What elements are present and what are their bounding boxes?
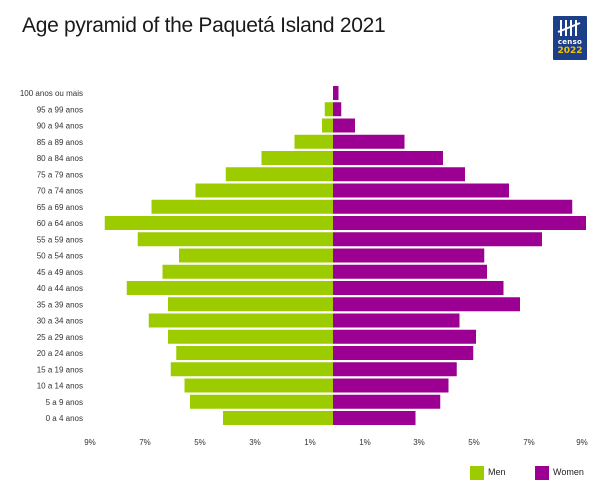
bar-men-60-a-64-anos: [104, 216, 333, 230]
bar-men-5-a-9-anos: [190, 394, 333, 409]
bar-women-0-a-4-anos: [333, 411, 416, 425]
bar-men-55-a-59-anos: [137, 232, 333, 247]
legend-label-men: Men: [488, 467, 506, 477]
bar-women-70-a-74-anos: [333, 183, 509, 198]
bar-women-60-a-64-anos: [333, 216, 586, 230]
age-label-20-a-24-anos: 20 a 24 anos: [37, 349, 83, 358]
age-label-35-a-39-anos: 35 a 39 anos: [37, 300, 83, 309]
x-tick-5: 1%: [359, 438, 371, 447]
age-label-75-a-79-anos: 75 a 79 anos: [37, 170, 83, 179]
age-label-60-a-64-anos: 60 a 64 anos: [37, 219, 83, 228]
bar-women-35-a-39-anos: [333, 297, 520, 312]
bar-women-75-a-79-anos: [333, 167, 465, 182]
age-label-5-a-9-anos: 5 a 9 anos: [46, 398, 83, 407]
bar-women-10-a-14-anos: [333, 378, 449, 393]
bar-women-45-a-49-anos: [333, 264, 487, 279]
age-label-70-a-74-anos: 70 a 74 anos: [37, 187, 83, 196]
x-tick-1: 7%: [139, 438, 151, 447]
bar-men-70-a-74-anos: [195, 183, 333, 198]
x-tick-4: 1%: [304, 438, 316, 447]
age-label-55-a-59-anos: 55 a 59 anos: [37, 235, 83, 244]
bar-men-15-a-19-anos: [170, 362, 333, 377]
bar-men-40-a-44-anos: [126, 281, 333, 295]
bar-women-25-a-29-anos: [333, 329, 476, 344]
x-tick-6: 3%: [413, 438, 425, 447]
bar-men-65-a-69-anos: [151, 199, 333, 214]
logo-text-bottom: 2022: [557, 46, 583, 56]
bar-women-95-a-99-anos: [333, 102, 342, 117]
bar-men-45-a-49-anos: [162, 264, 333, 279]
tally-marks-icon: [557, 20, 581, 36]
bar-women-100-anos-ou-mais: [333, 86, 339, 100]
age-group-labels: 0 a 4 anos 5 a 9 anos 10 a 14 anos 15 a 19 …: [20, 89, 83, 423]
x-tick-3: 3%: [249, 438, 261, 447]
bar-men-35-a-39-anos: [168, 297, 333, 312]
age-label-50-a-54-anos: 50 a 54 anos: [37, 252, 83, 261]
bar-women-30-a-34-anos: [333, 313, 460, 328]
bar-women-20-a-24-anos: [333, 346, 474, 360]
age-label-80-a-84-anos: 80 a 84 anos: [37, 154, 83, 163]
legend-swatch-men: [470, 466, 484, 480]
legend-label-women: Women: [553, 467, 584, 477]
age-label-65-a-69-anos: 65 a 69 anos: [37, 203, 83, 212]
chart-title: Age pyramid of the Paquetá Island 2021: [22, 14, 386, 37]
logo-text-top: censo: [557, 38, 583, 46]
age-label-10-a-14-anos: 10 a 14 anos: [37, 382, 83, 391]
legend-swatch-women: [535, 466, 549, 480]
bar-men-95-a-99-anos: [324, 102, 333, 117]
women-bars: [333, 86, 586, 425]
x-tick-0: 9%: [84, 438, 96, 447]
bar-men-90-a-94-anos: [322, 118, 333, 133]
bar-men-0-a-4-anos: [223, 411, 333, 425]
censo-logo: censo 2022: [553, 16, 587, 60]
bar-women-85-a-89-anos: [333, 134, 405, 149]
x-axis-tick-labels: 9% 7% 5% 3% 1% 1% 3% 5% 7% 9%: [84, 438, 588, 447]
bar-women-90-a-94-anos: [333, 118, 355, 133]
bar-women-5-a-9-anos: [333, 394, 441, 409]
age-label-85-a-89-anos: 85 a 89 anos: [37, 138, 83, 147]
x-tick-8: 7%: [523, 438, 535, 447]
age-label-25-a-29-anos: 25 a 29 anos: [37, 333, 83, 342]
bar-men-80-a-84-anos: [261, 151, 333, 165]
age-label-15-a-19-anos: 15 a 19 anos: [37, 365, 83, 374]
bar-men-20-a-24-anos: [176, 346, 333, 360]
bar-women-80-a-84-anos: [333, 151, 443, 165]
bar-women-50-a-54-anos: [333, 248, 485, 263]
bar-men-75-a-79-anos: [225, 167, 333, 182]
age-label-40-a-44-anos: 40 a 44 anos: [37, 284, 83, 293]
men-bars: [104, 102, 333, 425]
bar-men-30-a-34-anos: [148, 313, 333, 328]
age-label-30-a-34-anos: 30 a 34 anos: [37, 317, 83, 326]
bar-women-40-a-44-anos: [333, 281, 504, 295]
age-label-0-a-4-anos: 0 a 4 anos: [46, 414, 83, 423]
bar-men-85-a-89-anos: [294, 134, 333, 149]
x-tick-7: 5%: [468, 438, 480, 447]
bar-women-55-a-59-anos: [333, 232, 542, 247]
bar-men-10-a-14-anos: [184, 378, 333, 393]
bar-men-25-a-29-anos: [168, 329, 333, 344]
bar-men-50-a-54-anos: [179, 248, 333, 263]
bar-women-15-a-19-anos: [333, 362, 457, 377]
age-label-100-anos-ou-mais: 100 anos ou mais: [20, 89, 83, 98]
x-tick-2: 5%: [194, 438, 206, 447]
age-label-90-a-94-anos: 90 a 94 anos: [37, 122, 83, 131]
bar-women-65-a-69-anos: [333, 199, 573, 214]
x-tick-9: 9%: [576, 438, 588, 447]
age-label-45-a-49-anos: 45 a 49 anos: [37, 268, 83, 277]
age-label-95-a-99-anos: 95 a 99 anos: [37, 105, 83, 114]
